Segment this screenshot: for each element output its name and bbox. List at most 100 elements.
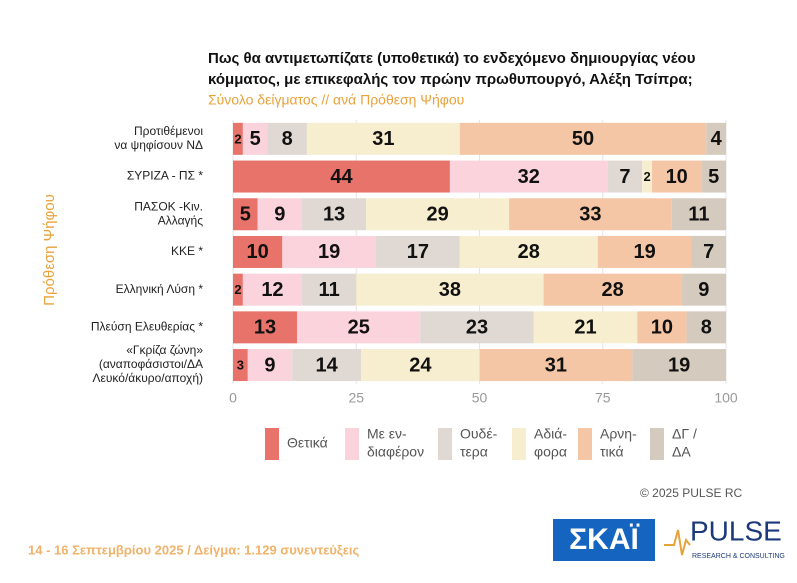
bar-segment	[449, 160, 608, 193]
copyright: © 2025 PULSE RC	[640, 486, 743, 500]
value-label: 21	[574, 317, 596, 339]
bar-segment	[459, 122, 707, 155]
value-label: 9	[264, 354, 275, 376]
value-label: 31	[372, 128, 394, 150]
x-tick-label: 100	[714, 390, 738, 406]
y-tick-label: να ψηφίσουν ΝΔ	[114, 138, 203, 152]
value-label: 31	[545, 354, 567, 376]
bar-segment	[292, 349, 362, 382]
y-tick-label: Ελληνική Λύση *	[116, 282, 204, 296]
bar-segment	[267, 122, 307, 155]
bar-segment	[533, 311, 638, 344]
legend-swatch	[578, 428, 592, 460]
value-label: 44	[330, 166, 353, 188]
pulse-logo-sub: RESEARCH & CONSULTING	[692, 553, 785, 560]
bar-segment	[302, 198, 367, 231]
legend-swatch	[650, 428, 664, 460]
value-label: 13	[323, 204, 345, 226]
y-tick-label: Προτιθέμενοι	[134, 124, 203, 138]
value-label: 9	[698, 279, 709, 301]
bar-segment	[375, 235, 460, 268]
value-label: 13	[254, 317, 276, 339]
bar-segment	[642, 160, 653, 193]
bar-segment	[691, 235, 726, 268]
legend-swatch	[438, 428, 452, 460]
y-tick-label: «Γκρίζα ζώνη»	[126, 343, 203, 357]
value-label: 10	[666, 166, 688, 188]
value-label: 24	[409, 354, 432, 376]
y-tick-label: Λευκό/άκυρο/αποχή)	[93, 371, 204, 385]
legend-label: φορα	[534, 444, 567, 460]
bar-segment	[543, 273, 682, 306]
legend-label: Αδιά-	[534, 426, 567, 442]
chart-title: Πως θα αντιμετωπίζατε (υποθετικά) το ενδ…	[208, 50, 696, 67]
value-label: 19	[318, 241, 340, 263]
value-label: 2	[644, 169, 651, 184]
y-tick-label: Αλλαγής	[158, 213, 203, 227]
y-tick-label: ΚΚΕ *	[171, 244, 203, 258]
y-axis-label: Πρόθεση Ψήφου	[41, 194, 58, 306]
value-label: 7	[703, 241, 714, 263]
bar-segment	[282, 235, 376, 268]
legend-label: Θετικά	[287, 435, 328, 451]
bar-segment	[233, 273, 243, 306]
bar-segment	[297, 311, 421, 344]
value-label: 10	[247, 241, 269, 263]
y-tick-label: Πλεύση Ελευθερίας *	[91, 320, 203, 334]
bar-segment	[652, 160, 702, 193]
value-label: 4	[711, 128, 723, 150]
value-label: 32	[518, 166, 540, 188]
value-label: 8	[701, 317, 712, 339]
value-label: 25	[348, 317, 370, 339]
bar-segment	[361, 349, 480, 382]
bar-segment	[597, 235, 692, 268]
bar-segment	[686, 311, 726, 344]
value-label: 5	[250, 128, 261, 150]
bar-segment	[356, 273, 544, 306]
legend-label: τικά	[600, 444, 624, 460]
bar-segment	[607, 160, 643, 193]
bar-segment	[632, 349, 726, 382]
value-label: 29	[426, 204, 448, 226]
value-label: 19	[634, 241, 656, 263]
legend-label: Αρνη-	[600, 426, 637, 442]
legend-label: Με εν-	[367, 426, 407, 442]
value-label: 5	[240, 204, 251, 226]
value-label: 14	[316, 354, 339, 376]
value-label: 19	[668, 354, 690, 376]
legend-label: διαφέρον	[367, 444, 424, 460]
bar-segment	[257, 198, 303, 231]
x-tick-label: 25	[348, 390, 364, 406]
y-tick-label: (αναποφάσιστοι/ΔΑ	[99, 357, 203, 371]
bar-segment	[479, 349, 633, 382]
value-label: 23	[466, 317, 488, 339]
x-tick-label: 75	[595, 390, 611, 406]
bar-segment	[701, 160, 726, 193]
value-label: 3	[237, 357, 244, 372]
legend-swatch	[345, 428, 359, 460]
value-label: 28	[601, 279, 623, 301]
skai-logo: ΣΚΑΪ	[569, 523, 639, 556]
legend-label: Ουδέ-	[460, 426, 498, 442]
bar-segment	[302, 273, 357, 306]
value-label: 2	[234, 131, 241, 146]
bar-segment	[233, 235, 283, 268]
legend-swatch	[512, 428, 526, 460]
value-label: 11	[319, 279, 340, 301]
bar-segment	[233, 160, 450, 193]
value-label: 12	[261, 279, 283, 301]
legend-swatch	[265, 428, 279, 460]
x-tick-label: 50	[472, 390, 488, 406]
bar-segment	[242, 273, 303, 306]
legend-label: τερα	[460, 444, 488, 460]
footer: 14 - 16 Σεπτεμβρίου 2025 / Δείγμα: 1.129…	[28, 542, 359, 557]
bar-segment	[459, 235, 598, 268]
legend-label: ΔΑ	[672, 444, 691, 460]
bar-segment	[247, 349, 293, 382]
bar-segment	[233, 198, 258, 231]
y-tick-label: ΠΑΣΟΚ -Κιν.	[134, 199, 203, 213]
bar-segment	[233, 349, 248, 382]
bar-segment	[420, 311, 534, 344]
x-tick-label: 0	[229, 390, 237, 406]
